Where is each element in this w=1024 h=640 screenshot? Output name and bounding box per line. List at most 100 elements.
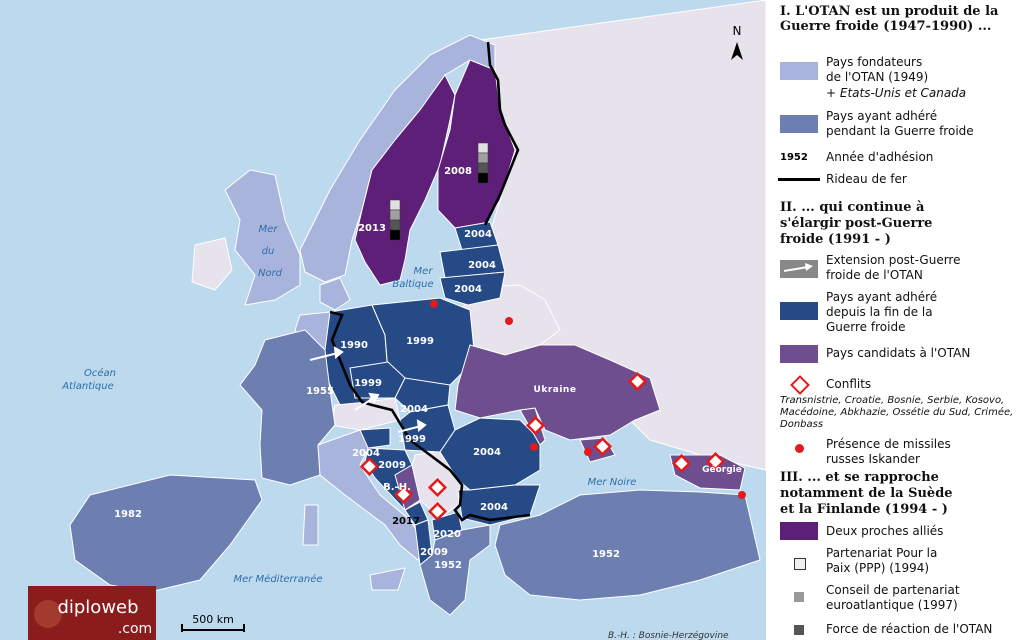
sea-label-noire: Mer Noire (588, 477, 637, 488)
missile-dot-icon (795, 444, 804, 453)
legend-curtain-label: Rideau de fer (826, 172, 907, 186)
legend-conflicts-list: Transnistrie, Croatie, Bosnie, Serbie, K… (780, 395, 1014, 430)
sardinia-land (302, 504, 319, 546)
svg-text:N: N (733, 24, 742, 38)
legend-extension-label-2: froide de l'OTAN (826, 268, 923, 282)
year-latvia: 2004 (468, 260, 496, 271)
legend-candidates-label: Pays candidats à l'OTAN (826, 346, 971, 360)
greece-land (419, 524, 491, 616)
legend-section-2-title-3: froide (1991 - ) (780, 232, 891, 247)
slovenia-land (359, 427, 391, 449)
north-arrow: N (731, 24, 743, 60)
iron-curtain (329, 41, 531, 522)
missile-markers (430, 300, 746, 499)
turkey-land (494, 489, 761, 601)
force-square-icon (794, 625, 804, 635)
legend-section-2-title-2: s'élargir post-Guerre (780, 216, 933, 231)
year-sweden: 2013 (358, 223, 386, 234)
legend-year-sample: 1952 (780, 152, 808, 163)
slovakia-land (394, 377, 451, 413)
sea-label-baltique-1: Mer (414, 266, 434, 277)
year-bulgaria: 2004 (480, 502, 508, 513)
legend-post-swatch (780, 302, 818, 320)
year-croatia: 2009 (378, 460, 406, 471)
year-france: 1955 (306, 386, 334, 397)
legend-candidates-swatch (780, 345, 818, 363)
bulgaria-land (457, 484, 541, 526)
country-bh: B.-H. (383, 482, 411, 493)
year-turkey: 1952 (592, 549, 620, 560)
year-czech: 1999 (354, 378, 382, 389)
year-hungary: 1999 (398, 434, 426, 445)
diploweb-logo: diploweb .com (28, 586, 156, 640)
year-greece: 1952 (434, 560, 462, 571)
partnership-badge-finland (477, 142, 489, 184)
legend-ppp-label-1: Partenariat Pour la (826, 546, 938, 560)
legend-extension-label-1: Extension post-Guerre (826, 253, 961, 267)
legend-panel: I. L'OTAN est un produit de la Guerre fr… (766, 0, 1024, 640)
conflict-diamond-icon (790, 375, 810, 395)
footnote: B.-H. : Bosnie-Herzégovine (608, 630, 729, 640)
ppp-square-icon (794, 558, 806, 570)
year-montenegro: 2017 (392, 516, 420, 527)
legend-founders-swatch (780, 62, 818, 80)
sicily-land (369, 567, 406, 591)
legend-curtain-line (778, 178, 820, 181)
sea-label-atlantique-1: Océan (84, 367, 116, 379)
legend-ppp-label-2: Paix (PPP) (1994) (826, 561, 930, 575)
partnership-badge-sweden (389, 199, 401, 241)
legend-missiles-label-2: russes Iskander (826, 452, 920, 466)
legend-cold-war-label-1: Pays ayant adhéré (826, 109, 938, 123)
legend-conflicts-label: Conflits (826, 377, 872, 391)
svg-text:500 km: 500 km (192, 613, 234, 626)
year-romania: 2004 (473, 447, 501, 458)
legend-founders-label-3: + Etats-Unis et Canada (826, 86, 967, 100)
legend-post-label-1: Pays ayant adhéré (826, 290, 938, 304)
denmark-land (319, 277, 351, 311)
ireland-land (191, 237, 233, 291)
year-macedonia: 2020 (433, 529, 461, 540)
legend-missiles-label-1: Présence de missiles (826, 437, 951, 451)
extension-arrows (309, 346, 427, 433)
sea-label-nord-2: du (262, 246, 275, 257)
legend-section-3-title-2: notamment de la Suède (780, 486, 953, 501)
sea-label-nord-3: Nord (258, 268, 283, 279)
legend-section-2-title-1: II. ... qui continue à (780, 200, 925, 215)
legend-cold-war-swatch (780, 115, 818, 133)
year-spain: 1982 (114, 509, 142, 520)
lithuania-land (439, 271, 506, 306)
svg-text:diploweb: diploweb (57, 597, 138, 618)
conflict-markers (359, 371, 726, 522)
country-georgia: Géorgie (702, 464, 742, 475)
legend-allies-label: Deux proches alliés (826, 524, 944, 538)
legend-founders-label-2: de l'OTAN (1949) (826, 70, 929, 84)
europe-nato-map: Mer du Nord Mer Baltique Océan Atlantiqu… (0, 0, 766, 640)
legend-council-label-2: euroatlantique (1997) (826, 598, 958, 612)
sea-label-atlantique-2: Atlantique (61, 381, 114, 392)
arrow-icon (783, 263, 813, 272)
year-lithuania: 2004 (454, 284, 482, 295)
legend-cold-war-label-2: pendant la Guerre froide (826, 124, 974, 138)
sea-label-nord-1: Mer (259, 224, 279, 235)
year-poland: 1999 (406, 336, 434, 347)
sweden-land (354, 74, 456, 286)
svg-text:.com: .com (118, 621, 152, 637)
legend-section-3-title-3: et la Finlande (1994 - ) (780, 502, 948, 517)
country-ukraine: Ukraine (534, 385, 577, 395)
legend-section-3-title-1: III. ... et se rapproche (780, 470, 939, 485)
legend-extension-swatch (780, 260, 818, 278)
year-estonia: 2004 (464, 229, 492, 240)
legend-post-label-2: depuis la fin de la (826, 305, 933, 319)
scale-bar: 500 km (181, 613, 245, 632)
legend-founders-label-1: Pays fondateurs (826, 55, 923, 69)
council-square-icon (794, 592, 804, 602)
sea-label-mediterranee: Mer Méditerranée (233, 573, 322, 585)
romania-land (439, 417, 541, 491)
legend-force-label: Force de réaction de l'OTAN (826, 622, 993, 636)
uk-land (224, 169, 301, 306)
year-slovakia: 2004 (400, 404, 428, 415)
iberia-land (69, 474, 263, 593)
legend-year-label: Année d'adhésion (826, 150, 934, 164)
legend-allies-swatch (780, 522, 818, 540)
sea-label-baltique-2: Baltique (392, 279, 433, 290)
